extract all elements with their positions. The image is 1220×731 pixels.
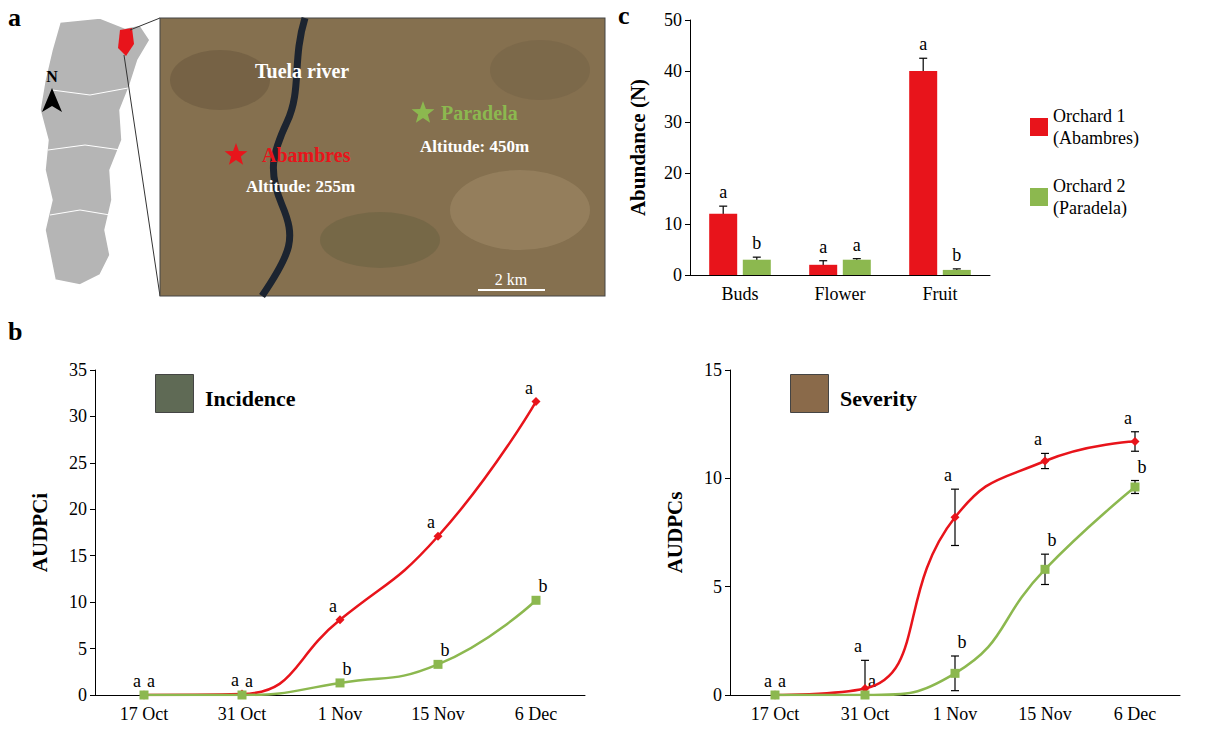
svg-text:31 Oct: 31 Oct xyxy=(841,704,890,724)
svg-text:6 Dec: 6 Dec xyxy=(515,704,557,724)
svg-text:0: 0 xyxy=(78,685,87,705)
svg-text:Fruit: Fruit xyxy=(922,284,957,304)
svg-text:0: 0 xyxy=(673,265,682,285)
svg-text:30: 30 xyxy=(69,406,87,426)
svg-text:N: N xyxy=(46,68,58,85)
svg-text:2 km: 2 km xyxy=(495,271,528,288)
svg-text:a: a xyxy=(525,378,533,398)
svg-text:b: b xyxy=(1138,457,1147,477)
svg-text:a: a xyxy=(329,596,337,616)
svg-text:0: 0 xyxy=(713,685,722,705)
svg-text:(Abambres): (Abambres) xyxy=(1053,128,1139,149)
svg-text:25: 25 xyxy=(69,453,87,473)
svg-text:b: b xyxy=(441,640,450,660)
svg-text:5: 5 xyxy=(78,639,87,659)
svg-text:a: a xyxy=(778,671,786,691)
svg-text:a: a xyxy=(133,671,141,691)
svg-text:Orchard 2: Orchard 2 xyxy=(1053,176,1125,196)
svg-text:15 Nov: 15 Nov xyxy=(411,704,465,724)
svg-text:c: c xyxy=(618,1,630,30)
svg-text:a: a xyxy=(919,34,927,54)
svg-text:b: b xyxy=(343,659,352,679)
svg-text:Flower: Flower xyxy=(815,284,866,304)
svg-text:17 Oct: 17 Oct xyxy=(120,704,169,724)
svg-text:Tuela river: Tuela river xyxy=(255,60,349,82)
svg-text:20: 20 xyxy=(69,499,87,519)
svg-text:10: 10 xyxy=(704,468,722,488)
svg-text:50: 50 xyxy=(664,10,682,30)
svg-text:a: a xyxy=(245,671,253,691)
svg-text:17 Oct: 17 Oct xyxy=(751,704,800,724)
svg-text:Altitude: 450m: Altitude: 450m xyxy=(420,137,529,156)
svg-text:b: b xyxy=(952,245,961,265)
svg-text:b: b xyxy=(8,317,22,346)
svg-text:10: 10 xyxy=(664,214,682,234)
svg-text:a: a xyxy=(1034,429,1042,449)
svg-text:15: 15 xyxy=(69,546,87,566)
svg-text:5: 5 xyxy=(713,577,722,597)
svg-text:b: b xyxy=(1048,530,1057,550)
svg-text:30: 30 xyxy=(664,112,682,132)
svg-text:35: 35 xyxy=(69,360,87,380)
svg-text:1 Nov: 1 Nov xyxy=(318,704,363,724)
svg-text:Buds: Buds xyxy=(721,284,758,304)
svg-text:Incidence: Incidence xyxy=(205,386,296,411)
svg-text:a: a xyxy=(944,465,952,485)
svg-text:(Paradela): (Paradela) xyxy=(1053,198,1127,219)
svg-text:15: 15 xyxy=(704,360,722,380)
svg-text:Severity: Severity xyxy=(840,386,917,411)
svg-text:a: a xyxy=(8,3,21,32)
svg-text:a: a xyxy=(854,636,862,656)
svg-text:6 Dec: 6 Dec xyxy=(1114,704,1156,724)
svg-text:Abundance (N): Abundance (N) xyxy=(626,79,650,216)
svg-text:1 Nov: 1 Nov xyxy=(933,704,978,724)
svg-text:Paradela: Paradela xyxy=(441,102,518,124)
svg-text:a: a xyxy=(147,671,155,691)
svg-text:10: 10 xyxy=(69,592,87,612)
svg-text:40: 40 xyxy=(664,61,682,81)
svg-text:Altitude: 255m: Altitude: 255m xyxy=(246,177,355,196)
svg-text:a: a xyxy=(1124,408,1132,428)
svg-text:Orchard 1: Orchard 1 xyxy=(1053,106,1125,126)
svg-text:15 Nov: 15 Nov xyxy=(1018,704,1072,724)
svg-text:a: a xyxy=(819,237,827,257)
svg-text:a: a xyxy=(719,182,727,202)
svg-text:a: a xyxy=(764,671,772,691)
svg-text:b: b xyxy=(752,233,761,253)
svg-text:b: b xyxy=(539,576,548,596)
svg-text:20: 20 xyxy=(664,163,682,183)
svg-text:AUDPCs: AUDPCs xyxy=(663,492,687,574)
svg-text:a: a xyxy=(231,670,239,690)
svg-text:Abambres: Abambres xyxy=(262,144,351,166)
svg-text:AUDPCi: AUDPCi xyxy=(28,493,52,572)
svg-text:a: a xyxy=(853,235,861,255)
svg-text:a: a xyxy=(868,671,876,691)
svg-text:31 Oct: 31 Oct xyxy=(218,704,267,724)
svg-text:a: a xyxy=(427,512,435,532)
svg-text:b: b xyxy=(958,632,967,652)
